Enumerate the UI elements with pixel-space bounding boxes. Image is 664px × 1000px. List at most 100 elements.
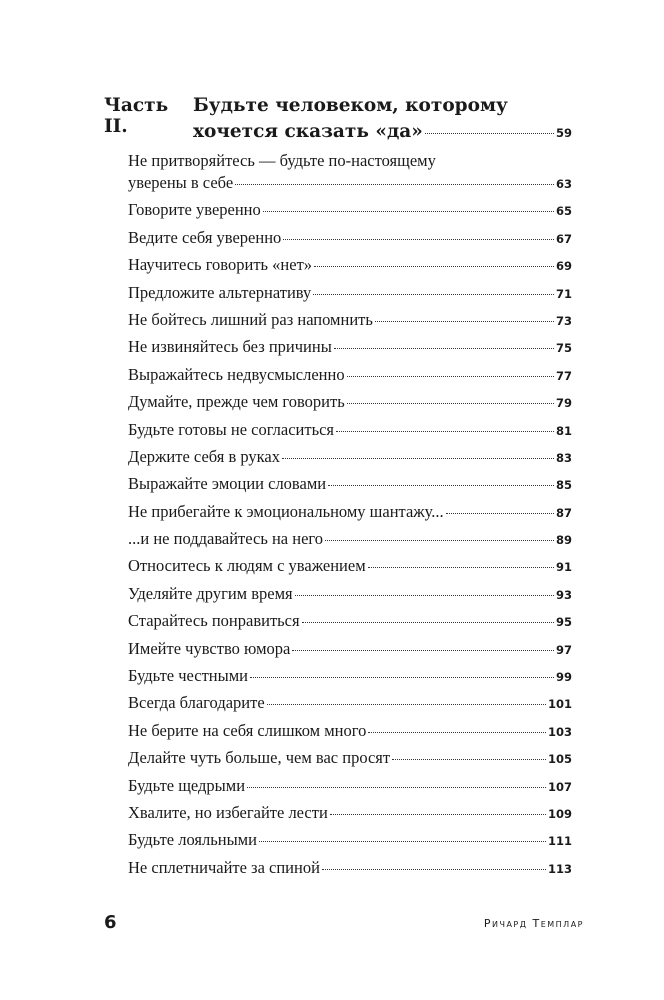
dot-leader [333, 348, 554, 350]
toc-entry[interactable]: Думайте, прежде чем говорить 79 [128, 392, 572, 419]
toc-entry-title: Относитесь к людям с уважением [128, 556, 366, 576]
dot-leader [247, 786, 546, 788]
toc-entry[interactable]: Держите себя в руках 83 [128, 447, 572, 474]
toc-entry-page: 87 [555, 505, 572, 520]
toc-entry[interactable]: Будьте щедрыми 107 [128, 776, 572, 803]
toc-entry-page: 113 [547, 861, 572, 876]
toc-entry[interactable]: Не сплетничайте за спиной 113 [128, 858, 572, 885]
toc-entry-title: Думайте, прежде чем говорить [128, 392, 345, 412]
toc-entry-page: 111 [547, 834, 572, 849]
toc-entry-title: Не сплетничайте за спиной [128, 857, 320, 877]
toc-entry-title: Научитесь говорить «нет» [128, 255, 313, 275]
toc-entry-title: Уделяйте другим время [128, 583, 293, 603]
dot-leader [336, 430, 554, 432]
toc-entry-title: Будьте честными [128, 666, 248, 686]
dot-leader [266, 704, 546, 706]
toc-entry[interactable]: Будьте честными 99 [128, 666, 572, 693]
toc-entry[interactable]: Не берите на себя слишком много 103 [128, 721, 572, 748]
toc-entry-page: 65 [555, 204, 572, 219]
table-of-contents: Не притворяйтесь — будьте по-настоящему … [128, 148, 572, 885]
toc-entry[interactable]: Не извиняйтесь без причины 75 [128, 337, 572, 364]
toc-entry-page: 107 [547, 779, 572, 794]
toc-entry-title-line2: уверены в себе [128, 173, 234, 192]
dot-leader [368, 731, 546, 733]
toc-entry[interactable]: Будьте лояльными 111 [128, 830, 572, 857]
dot-leader [321, 868, 546, 870]
dot-leader [283, 238, 554, 240]
toc-entry-title: Не бойтесь лишний раз напомнить [128, 309, 373, 329]
toc-entry-page: 91 [555, 560, 572, 575]
toc-entry-title: Не берите на себя слишком много [128, 720, 367, 740]
dot-leader [329, 813, 546, 815]
dot-leader [314, 266, 554, 268]
toc-entry-title: Предложите альтернативу [128, 282, 312, 302]
toc-entry-title: Будьте щедрыми [128, 775, 246, 795]
part-title-line1: Будьте человеком, которому [193, 95, 508, 116]
toc-entry[interactable]: Ведите себя уверенно 67 [128, 228, 572, 255]
toc-entry-title: Держите себя в руках [128, 446, 281, 466]
toc-entry[interactable]: Говорите уверенно 65 [128, 200, 572, 227]
toc-entry[interactable]: ...и не поддавайтесь на него 89 [128, 529, 572, 556]
toc-entry-page: 109 [547, 806, 572, 821]
toc-entry[interactable]: Не бойтесь лишний раз напомнить 73 [128, 310, 572, 337]
dot-leader [374, 320, 554, 322]
toc-entry[interactable]: Выражайте эмоции словами 85 [128, 474, 572, 501]
toc-entry-page: 83 [555, 450, 572, 465]
toc-entry-title-line1: Не притворяйтесь — будьте по-настоящему [128, 151, 436, 170]
toc-entry-page: 97 [555, 642, 572, 657]
toc-entry[interactable]: Старайтесь понравиться 95 [128, 611, 572, 638]
toc-entry-title: Делайте чуть больше, чем вас просят [128, 748, 391, 768]
dot-leader [445, 512, 554, 514]
dot-leader [249, 677, 554, 679]
toc-entry-title: Всегда благодарите [128, 693, 265, 713]
toc-entry-page: 101 [547, 697, 572, 712]
toc-entry[interactable]: Уделяйте другим время 93 [128, 584, 572, 611]
toc-entry-title: Выражайте эмоции словами [128, 474, 327, 494]
toc-entry-page: 63 [555, 177, 572, 191]
toc-entry-page: 69 [555, 259, 572, 274]
toc-entry-title: ...и не поддавайтесь на него [128, 529, 324, 549]
dot-leader [346, 375, 554, 377]
toc-entry[interactable]: Делайте чуть больше, чем вас просят 105 [128, 748, 572, 775]
toc-entry[interactable]: Не притворяйтесь — будьте по-настоящему … [128, 148, 572, 200]
toc-entry-title: Не прибегайте к эмоциональному шантажу..… [128, 501, 444, 521]
dot-leader [392, 759, 546, 761]
toc-entry[interactable]: Имейте чувство юмора 97 [128, 639, 572, 666]
toc-entry-title: Не извиняйтесь без причины [128, 337, 332, 357]
dot-leader [325, 540, 554, 542]
dot-leader [258, 841, 546, 843]
dot-leader [424, 133, 554, 134]
toc-entry-page: 95 [555, 615, 572, 630]
toc-entry-page: 73 [555, 313, 572, 328]
dot-leader [282, 457, 554, 459]
toc-entry-page: 81 [555, 423, 572, 438]
toc-entry[interactable]: Научитесь говорить «нет» 69 [128, 255, 572, 282]
toc-entry-title: Выражайтесь недвусмысленно [128, 364, 345, 384]
toc-entry-page: 99 [555, 670, 572, 685]
toc-entry-page: 75 [555, 341, 572, 356]
dot-leader [313, 293, 554, 295]
toc-entry[interactable]: Относитесь к людям с уважением 91 [128, 556, 572, 583]
toc-entry[interactable]: Всегда благодарите 101 [128, 693, 572, 720]
page-number: 6 [104, 912, 117, 933]
part-heading: Часть II. Будьте человеком, которому хоч… [104, 95, 572, 147]
toc-entry-page: 103 [547, 724, 572, 739]
dot-leader [294, 594, 554, 596]
toc-entry[interactable]: Выражайтесь недвусмысленно 77 [128, 365, 572, 392]
toc-entry-page: 93 [555, 587, 572, 602]
part-label: Часть II. [104, 95, 169, 137]
toc-entry-page: 79 [555, 396, 572, 411]
dot-leader [292, 649, 554, 651]
dot-leader [367, 567, 554, 569]
toc-entry-title: Будьте готовы не согласиться [128, 419, 335, 439]
toc-entry-title: Говорите уверенно [128, 200, 261, 220]
toc-entry-title: Ведите себя уверенно [128, 227, 282, 247]
toc-entry-page: 71 [555, 286, 572, 301]
toc-entry[interactable]: Будьте готовы не согласиться 81 [128, 420, 572, 447]
toc-entry[interactable]: Предложите альтернативу 71 [128, 283, 572, 310]
toc-entry-title: Имейте чувство юмора [128, 638, 291, 658]
toc-entry[interactable]: Хвалите, но избегайте лести 109 [128, 803, 572, 830]
dot-leader [262, 211, 554, 213]
toc-entry[interactable]: Не прибегайте к эмоциональному шантажу..… [128, 502, 572, 529]
toc-entry-page: 89 [555, 533, 572, 548]
